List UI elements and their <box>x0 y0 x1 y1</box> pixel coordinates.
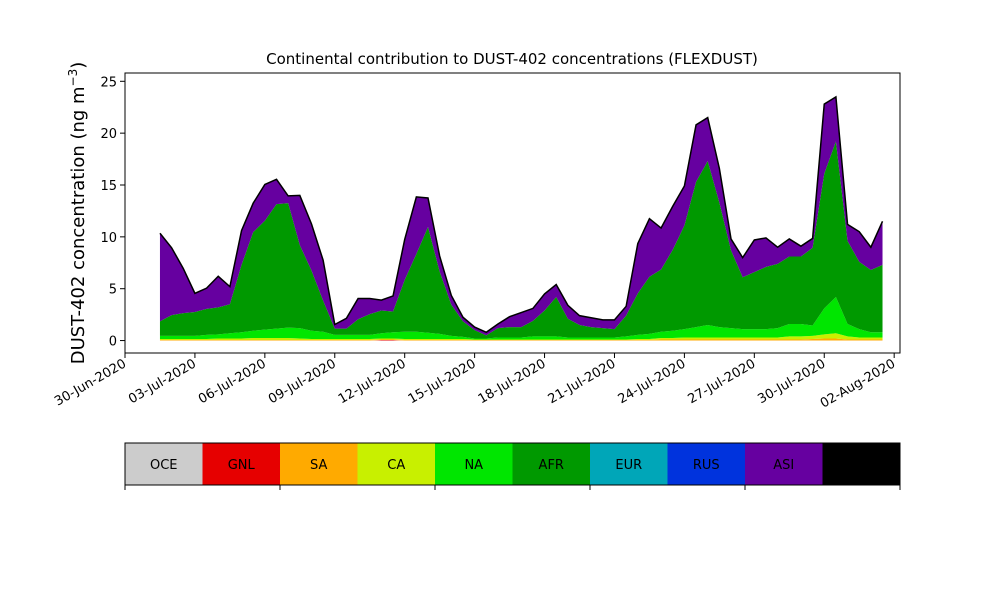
area-ca <box>159 333 883 341</box>
y-axis-label-text: DUST-402 concentration (ng m <box>68 86 89 364</box>
colorbar-swatch-aus <box>822 443 901 485</box>
colorbar-label-sa: SA <box>310 458 327 473</box>
colorbar-label-aus: AUS <box>848 458 875 473</box>
x-tick-label: 27-Jul-2020 <box>686 356 759 407</box>
colorbar-swatch-oce <box>125 443 203 485</box>
colorbar-label-eur: EUR <box>615 458 642 473</box>
area-asi <box>159 96 883 336</box>
colorbar-label-rus: RUS <box>693 458 720 473</box>
y-tick-label: 0 <box>109 335 117 350</box>
y-axis: 0 5 10 15 20 25 <box>100 75 125 350</box>
colorbar-label-asi: ASI <box>773 458 794 473</box>
x-axis: 30-Jun-202003-Jul-202006-Jul-202009-Jul-… <box>52 353 898 412</box>
colorbar-swatch-gnl <box>202 443 281 485</box>
x-tick-label: 09-Jul-2020 <box>266 356 339 407</box>
y-tick-label: 5 <box>109 283 117 298</box>
colorbar-swatch-sa <box>280 443 358 485</box>
x-tick-label: 06-Jul-2020 <box>196 356 269 407</box>
colorbar-swatch-rus <box>667 443 746 485</box>
colorbar-swatch-eur <box>590 443 668 485</box>
total-concentration-line <box>159 95 884 334</box>
x-tick-label: 15-Jul-2020 <box>406 356 479 407</box>
plot-frame <box>124 72 901 354</box>
y-tick-label: 25 <box>100 75 117 90</box>
x-tick-label: 02-Aug-2020 <box>818 356 898 411</box>
x-tick-label: 30-Jun-2020 <box>52 356 129 409</box>
area-afr <box>159 141 883 339</box>
x-tick-label: 24-Jul-2020 <box>616 356 689 407</box>
stacked-area-layers <box>159 96 883 341</box>
colorbar-swatch-afr <box>512 443 591 485</box>
colorbar-swatch-ca <box>357 443 436 485</box>
y-axis-label-close: ) <box>68 62 89 69</box>
y-tick-label: 15 <box>100 179 117 194</box>
colorbar-label-afr: AFR <box>539 458 564 473</box>
y-tick-label: 20 <box>100 127 117 142</box>
colorbar-swatch-asi <box>745 443 823 485</box>
colorbar-swatch-na <box>435 443 513 485</box>
area-sa <box>159 338 883 341</box>
y-axis-label: DUST-402 concentration (ng m−3) <box>66 62 89 365</box>
area-na <box>159 297 883 340</box>
colorbar-frame <box>124 442 901 486</box>
total-line-path <box>159 95 884 334</box>
x-tick-label: 18-Jul-2020 <box>476 356 549 407</box>
x-tick-label: 21-Jul-2020 <box>546 356 619 407</box>
colorbar-label-oce: OCE <box>150 458 178 473</box>
continent-colorbar-legend: OCE GNL SA CA NA AFR EUR RUS ASI AUS <box>124 442 901 490</box>
colorbar-label-ca: CA <box>387 458 405 473</box>
colorbar-label-na: NA <box>464 458 483 473</box>
chart-title: Continental contribution to DUST-402 con… <box>266 50 758 68</box>
y-axis-label-superscript: −3 <box>66 69 80 87</box>
x-tick-label: 03-Jul-2020 <box>126 356 199 407</box>
y-tick-label: 10 <box>100 231 117 246</box>
colorbar-label-gnl: GNL <box>228 458 256 473</box>
x-tick-label: 12-Jul-2020 <box>336 356 409 407</box>
